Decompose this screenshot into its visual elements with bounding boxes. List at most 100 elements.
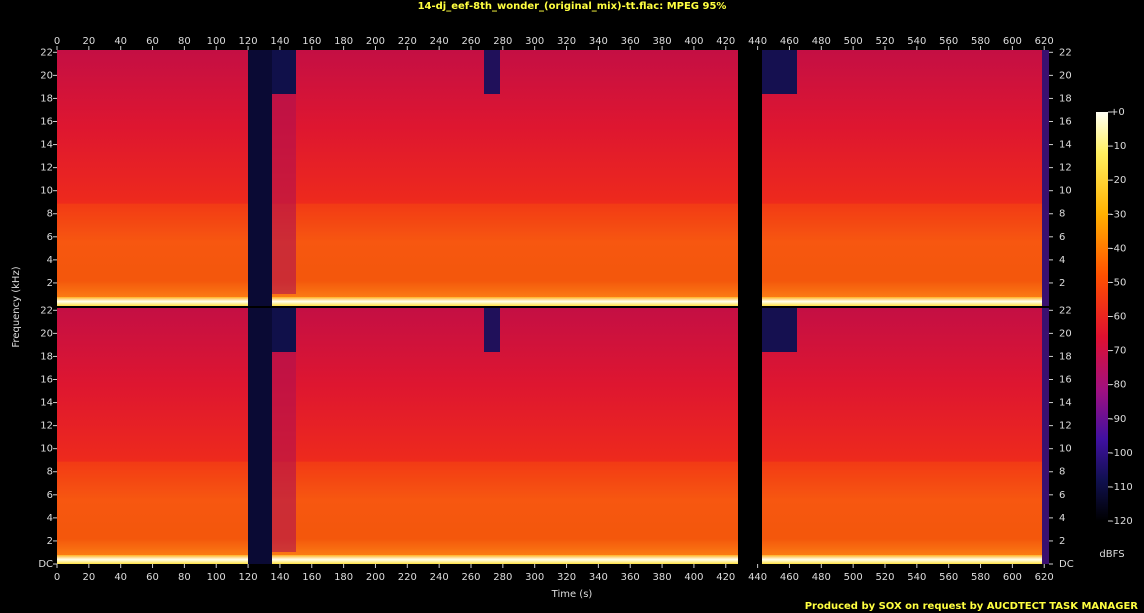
x-tick-label: 480 <box>812 572 831 583</box>
y-tick-label: 14 <box>1059 398 1072 409</box>
x-tick-label: 340 <box>589 36 608 47</box>
x-tick-label: 260 <box>461 572 480 583</box>
x-tick-label: 160 <box>302 36 321 47</box>
y-tick-label: 22 <box>1059 47 1072 58</box>
y-tick-label: 20 <box>40 70 53 81</box>
x-axis-label: Time (s) <box>551 589 593 600</box>
x-tick-label: 80 <box>178 36 191 47</box>
x-tick-label: 220 <box>398 572 417 583</box>
colorbar-tick-label: -100 <box>1110 448 1133 459</box>
x-tick-label: 100 <box>207 36 226 47</box>
x-tick-label: 420 <box>716 572 735 583</box>
x-tick-label: 300 <box>525 36 544 47</box>
y-tick-label: 2 <box>47 278 53 289</box>
y-tick-label: 8 <box>47 467 53 478</box>
x-tick-label: 200 <box>366 572 385 583</box>
y-tick-label: 10 <box>1059 444 1072 455</box>
x-tick-label: 360 <box>621 36 640 47</box>
credit: Produced by SOX on request by AUCDTECT T… <box>805 601 1139 612</box>
y-tick-label: 4 <box>47 513 53 524</box>
y-tick-label: 2 <box>47 536 53 547</box>
x-tick-label: 320 <box>557 572 576 583</box>
x-tick-label: 520 <box>875 572 894 583</box>
y-tick-label: 12 <box>1059 421 1072 432</box>
x-tick-label: 240 <box>430 36 449 47</box>
colorbar <box>1096 112 1108 521</box>
x-tick-label: 460 <box>780 572 799 583</box>
x-tick-label: 400 <box>684 572 703 583</box>
x-tick-label: 140 <box>270 36 289 47</box>
x-tick-label: 500 <box>844 36 863 47</box>
x-tick-label: 520 <box>875 36 894 47</box>
colorbar-tick-label: -50 <box>1110 277 1126 288</box>
x-tick-label: 300 <box>525 572 544 583</box>
x-tick-label: 120 <box>239 572 258 583</box>
colorbar-tick-label: -80 <box>1110 380 1126 391</box>
y-tick-label: 22 <box>40 47 53 58</box>
y-tick-label: 18 <box>1059 93 1072 104</box>
x-tick-label: 600 <box>1003 572 1022 583</box>
y-tick-label: 4 <box>1059 255 1065 266</box>
x-tick-label: 440 <box>748 572 767 583</box>
y-tick-label: 14 <box>1059 140 1072 151</box>
spectrogram-panel <box>57 308 1049 564</box>
y-tick-label: 6 <box>47 232 53 243</box>
x-tick-label: 500 <box>844 572 863 583</box>
x-tick-label: 60 <box>146 36 159 47</box>
x-tick-label: 480 <box>812 36 831 47</box>
x-tick-label: 540 <box>907 36 926 47</box>
x-tick-label: 0 <box>54 572 60 583</box>
x-tick-label: 420 <box>716 36 735 47</box>
x-tick-label: 220 <box>398 36 417 47</box>
colorbar-tick-label: -90 <box>1110 414 1126 425</box>
y-tick-label: 10 <box>40 186 53 197</box>
chart-title: 14-dj_eef-8th_wonder_(original_mix)-tt.f… <box>418 1 727 12</box>
colorbar-tick-label: -10 <box>1110 141 1126 152</box>
y-tick-label: 6 <box>1059 232 1065 243</box>
x-tick-label: 540 <box>907 572 926 583</box>
colorbar-tick-label: -60 <box>1110 312 1126 323</box>
x-tick-label: 180 <box>334 572 353 583</box>
colorbar-tick-label: -20 <box>1110 175 1126 186</box>
x-tick-label: 360 <box>621 572 640 583</box>
y-tick-label: DC <box>38 559 53 570</box>
x-tick-label: 380 <box>653 572 672 583</box>
y-tick-label: 10 <box>40 444 53 455</box>
y-tick-label: 16 <box>40 374 53 385</box>
x-tick-label: 240 <box>430 572 449 583</box>
y-tick-label: 2 <box>1059 278 1065 289</box>
y-tick-label: 18 <box>40 351 53 362</box>
colorbar-label: dBFS <box>1099 549 1124 560</box>
y-tick-label: 16 <box>1059 116 1072 127</box>
y-tick-label: 22 <box>1059 305 1072 316</box>
x-tick-label: 580 <box>971 36 990 47</box>
y-axis-label: Frequency (kHz) <box>11 266 22 347</box>
y-tick-label: 22 <box>40 305 53 316</box>
colorbar-tick-label: -70 <box>1110 346 1126 357</box>
y-tick-label: 16 <box>40 116 53 127</box>
x-tick-label: 320 <box>557 36 576 47</box>
y-tick-label: 20 <box>40 328 53 339</box>
colorbar-tick-label: -120 <box>1110 516 1133 527</box>
y-tick-label: 8 <box>1059 467 1065 478</box>
y-tick-label: 20 <box>1059 70 1072 81</box>
x-tick-label: 180 <box>334 36 353 47</box>
x-tick-label: 600 <box>1003 36 1022 47</box>
y-tick-label: 2 <box>1059 536 1065 547</box>
x-tick-label: 200 <box>366 36 385 47</box>
x-tick-label: 560 <box>939 36 958 47</box>
y-tick-label: 18 <box>1059 351 1072 362</box>
y-tick-label: 20 <box>1059 328 1072 339</box>
y-tick-label: DC <box>1059 559 1074 570</box>
x-tick-label: 460 <box>780 36 799 47</box>
y-tick-label: 6 <box>47 490 53 501</box>
x-tick-label: 440 <box>748 36 767 47</box>
x-tick-label: 100 <box>207 572 226 583</box>
x-tick-label: 260 <box>461 36 480 47</box>
y-tick-label: 12 <box>40 163 53 174</box>
x-tick-label: 80 <box>178 572 191 583</box>
x-tick-label: 400 <box>684 36 703 47</box>
x-tick-label: 0 <box>54 36 60 47</box>
